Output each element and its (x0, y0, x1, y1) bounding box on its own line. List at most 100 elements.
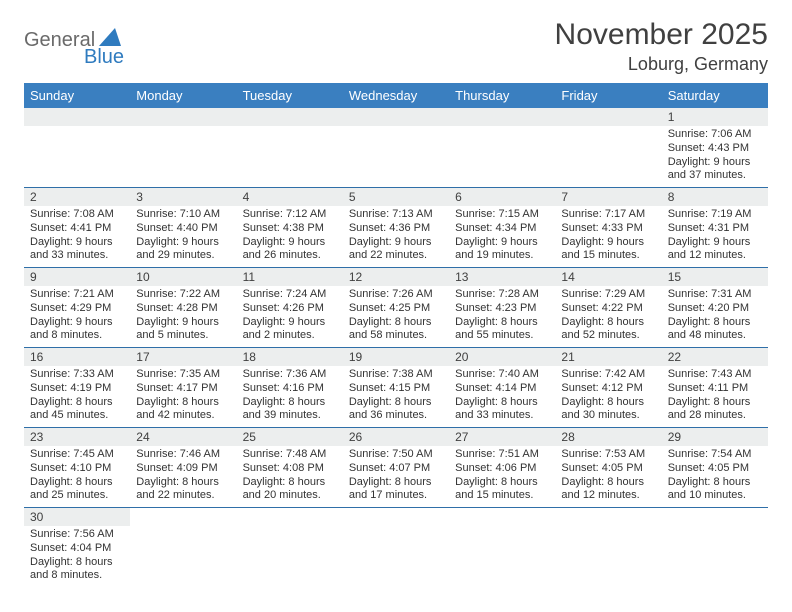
calendar-cell: 11 Sunrise: 7:24 AMSunset: 4:26 PMDayligh… (237, 268, 343, 348)
daylight2-text: and 58 minutes. (349, 329, 443, 343)
daylight1-text: Daylight: 8 hours (30, 396, 124, 410)
sunrise-text: Sunrise: 7:54 AM (668, 448, 762, 462)
sunrise-text: Sunrise: 7:15 AM (455, 208, 549, 222)
daylight2-text: and 45 minutes. (30, 409, 124, 423)
daylight2-text: and 37 minutes. (668, 169, 762, 183)
day-number: 11 (237, 268, 343, 286)
daylight2-text: and 42 minutes. (136, 409, 230, 423)
sunrise-text: Sunrise: 7:26 AM (349, 288, 443, 302)
daylight1-text: Daylight: 8 hours (455, 316, 549, 330)
daylight2-text: and 52 minutes. (561, 329, 655, 343)
day-number: 27 (449, 428, 555, 446)
daylight2-text: and 2 minutes. (243, 329, 337, 343)
sunset-text: Sunset: 4:38 PM (243, 222, 337, 236)
day-number: 26 (343, 428, 449, 446)
day-number: 9 (24, 268, 130, 286)
col-sunday: Sunday (24, 83, 130, 108)
daylight1-text: Daylight: 9 hours (136, 316, 230, 330)
sunrise-text: Sunrise: 7:40 AM (455, 368, 549, 382)
daylight1-text: Daylight: 8 hours (561, 396, 655, 410)
daylight2-text: and 33 minutes. (30, 249, 124, 263)
sunrise-text: Sunrise: 7:50 AM (349, 448, 443, 462)
sunset-text: Sunset: 4:36 PM (349, 222, 443, 236)
daylight2-text: and 12 minutes. (561, 489, 655, 503)
col-thursday: Thursday (449, 83, 555, 108)
day-number: 16 (24, 348, 130, 366)
sunrise-text: Sunrise: 7:48 AM (243, 448, 337, 462)
sunset-text: Sunset: 4:25 PM (349, 302, 443, 316)
calendar-row: 2Sunrise: 7:08 AMSunset: 4:41 PMDaylight… (24, 188, 768, 268)
sunset-text: Sunset: 4:15 PM (349, 382, 443, 396)
sunrise-text: Sunrise: 7:28 AM (455, 288, 549, 302)
daylight1-text: Daylight: 9 hours (668, 236, 762, 250)
calendar-cell: 3Sunrise: 7:10 AMSunset: 4:40 PMDaylight… (130, 188, 236, 268)
daylight2-text: and 8 minutes. (30, 329, 124, 343)
sunset-text: Sunset: 4:19 PM (30, 382, 124, 396)
sunset-text: Sunset: 4:26 PM (243, 302, 337, 316)
calendar-row: 1Sunrise: 7:06 AMSunset: 4:43 PMDaylight… (24, 108, 768, 188)
calendar-cell: 17Sunrise: 7:35 AMSunset: 4:17 PMDayligh… (130, 348, 236, 428)
day-number: 10 (130, 268, 236, 286)
daylight2-text: and 22 minutes. (136, 489, 230, 503)
col-saturday: Saturday (662, 83, 768, 108)
day-number: 19 (343, 348, 449, 366)
calendar-cell: 27Sunrise: 7:51 AMSunset: 4:06 PMDayligh… (449, 428, 555, 508)
daylight2-text: and 36 minutes. (349, 409, 443, 423)
calendar-cell: 8Sunrise: 7:19 AMSunset: 4:31 PMDaylight… (662, 188, 768, 268)
daylight1-text: Daylight: 8 hours (668, 476, 762, 490)
sunset-text: Sunset: 4:28 PM (136, 302, 230, 316)
calendar-cell: 22Sunrise: 7:43 AMSunset: 4:11 PMDayligh… (662, 348, 768, 428)
daylight1-text: Daylight: 8 hours (455, 396, 549, 410)
brand-blue: Blue (84, 46, 124, 69)
col-tuesday: Tuesday (237, 83, 343, 108)
daylight1-text: Daylight: 9 hours (349, 236, 443, 250)
calendar-cell: 5Sunrise: 7:13 AMSunset: 4:36 PMDaylight… (343, 188, 449, 268)
calendar-cell: 19Sunrise: 7:38 AMSunset: 4:15 PMDayligh… (343, 348, 449, 428)
daylight1-text: Daylight: 8 hours (349, 476, 443, 490)
header: General November 2025 Loburg, Germany (24, 18, 768, 75)
calendar-cell: 6Sunrise: 7:15 AMSunset: 4:34 PMDaylight… (449, 188, 555, 268)
daylight2-text: and 55 minutes. (455, 329, 549, 343)
sunset-text: Sunset: 4:07 PM (349, 462, 443, 476)
sunset-text: Sunset: 4:14 PM (455, 382, 549, 396)
daylight1-text: Daylight: 8 hours (455, 476, 549, 490)
sunset-text: Sunset: 4:05 PM (668, 462, 762, 476)
daylight2-text: and 48 minutes. (668, 329, 762, 343)
sunset-text: Sunset: 4:12 PM (561, 382, 655, 396)
sunset-text: Sunset: 4:23 PM (455, 302, 549, 316)
col-wednesday: Wednesday (343, 83, 449, 108)
sunrise-text: Sunrise: 7:42 AM (561, 368, 655, 382)
day-number: 22 (662, 348, 768, 366)
calendar-row: 9Sunrise: 7:21 AMSunset: 4:29 PMDaylight… (24, 268, 768, 348)
sunrise-text: Sunrise: 7:24 AM (243, 288, 337, 302)
sunset-text: Sunset: 4:34 PM (455, 222, 549, 236)
daylight1-text: Daylight: 8 hours (561, 316, 655, 330)
sunrise-text: Sunrise: 7:06 AM (668, 128, 762, 142)
day-number: 15 (662, 268, 768, 286)
calendar-cell: 25Sunrise: 7:48 AMSunset: 4:08 PMDayligh… (237, 428, 343, 508)
page-title: November 2025 (555, 18, 768, 52)
sunrise-text: Sunrise: 7:21 AM (30, 288, 124, 302)
daylight1-text: Daylight: 8 hours (243, 476, 337, 490)
daylight1-text: Daylight: 9 hours (455, 236, 549, 250)
calendar-cell (24, 108, 130, 188)
sunset-text: Sunset: 4:40 PM (136, 222, 230, 236)
calendar-cell (449, 108, 555, 188)
day-number: 25 (237, 428, 343, 446)
sunset-text: Sunset: 4:10 PM (30, 462, 124, 476)
daylight2-text: and 29 minutes. (136, 249, 230, 263)
col-friday: Friday (555, 83, 661, 108)
daylight1-text: Daylight: 8 hours (561, 476, 655, 490)
daylight1-text: Daylight: 8 hours (349, 316, 443, 330)
daylight1-text: Daylight: 9 hours (668, 156, 762, 170)
calendar-cell: 4Sunrise: 7:12 AMSunset: 4:38 PMDaylight… (237, 188, 343, 268)
day-number: 23 (24, 428, 130, 446)
calendar-cell: 13Sunrise: 7:28 AMSunset: 4:23 PMDayligh… (449, 268, 555, 348)
daylight1-text: Daylight: 9 hours (243, 316, 337, 330)
calendar-cell (130, 108, 236, 188)
daylight2-text: and 39 minutes. (243, 409, 337, 423)
sunrise-text: Sunrise: 7:35 AM (136, 368, 230, 382)
daylight2-text: and 15 minutes. (561, 249, 655, 263)
sunset-text: Sunset: 4:41 PM (30, 222, 124, 236)
daylight1-text: Daylight: 8 hours (30, 476, 124, 490)
